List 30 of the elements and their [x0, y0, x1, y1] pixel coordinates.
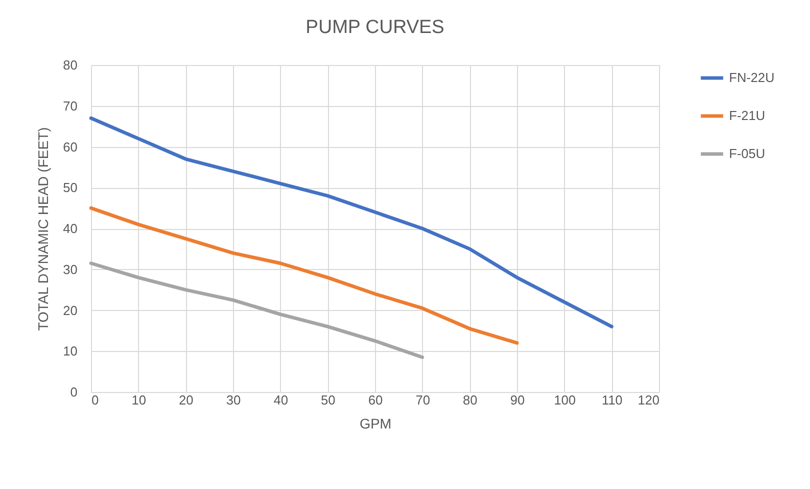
y-tick-label: 10 — [63, 344, 78, 359]
x-tick-label: 70 — [416, 392, 430, 408]
y-tick-label: 20 — [63, 302, 78, 318]
legend-label: F-05U — [729, 146, 766, 161]
line-series — [89, 116, 614, 328]
x-tick-label: 20 — [178, 392, 194, 408]
x-tick-label: 90 — [510, 392, 525, 408]
x-tick-label: 30 — [226, 392, 241, 408]
x-tick-label: 60 — [368, 392, 383, 408]
x-tick-label: 50 — [320, 392, 336, 408]
x-tick-label: 100 — [554, 392, 576, 408]
y-tick-label: 80 — [63, 58, 78, 72]
line-series — [89, 206, 519, 345]
y-axis-title: TOTAL DYNAMIC HEAD (FEET) — [35, 127, 52, 331]
y-tick-label: 40 — [63, 221, 78, 236]
y-tick-label: 70 — [63, 98, 78, 114]
x-tick-label: 0 — [92, 392, 99, 408]
legend-label: FN-22U — [729, 70, 775, 85]
y-tick-label: 30 — [63, 262, 78, 277]
y-tick-label: 50 — [63, 180, 78, 196]
legend-label: F-21U — [729, 108, 766, 123]
x-axis-title: GPM — [360, 416, 392, 432]
chart-title: PUMP CURVES — [306, 17, 444, 38]
x-tick-label: 10 — [132, 392, 146, 408]
x-tick-label: 120 — [638, 392, 660, 408]
y-tick-label: 60 — [63, 139, 78, 154]
x-tick-label: 110 — [602, 392, 623, 408]
x-tick-label: 40 — [274, 392, 288, 408]
line-series — [89, 261, 424, 360]
x-tick-label: 80 — [462, 392, 478, 408]
